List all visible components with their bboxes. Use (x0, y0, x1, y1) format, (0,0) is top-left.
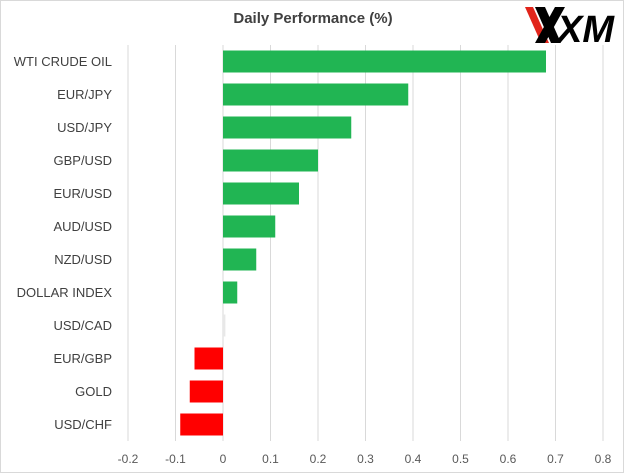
bar-2 (223, 116, 352, 139)
category-label-4: EUR/USD (53, 186, 112, 201)
xm-logo: XM (525, 7, 615, 49)
bar-6 (223, 248, 257, 271)
bar-7 (223, 281, 238, 304)
category-label-6: NZD/USD (54, 252, 112, 267)
category-label-0: WTI CRUDE OIL (14, 54, 112, 69)
x-tick-label-10: 0.8 (595, 452, 612, 466)
x-tick-label-1: -0.1 (165, 452, 186, 466)
bar-1 (223, 83, 409, 106)
bar-9 (194, 347, 223, 370)
x-tick-label-7: 0.5 (452, 452, 469, 466)
category-label-7: DOLLAR INDEX (17, 285, 113, 300)
bar-10 (189, 380, 223, 403)
bar-5 (223, 215, 276, 238)
x-tick-label-5: 0.3 (357, 452, 374, 466)
category-label-8: USD/CAD (53, 318, 112, 333)
category-label-5: AUD/USD (53, 219, 112, 234)
bar-3 (223, 149, 318, 172)
logo-x-stroke-b (535, 7, 565, 43)
chart-title: Daily Performance (%) (233, 10, 393, 27)
x-tick-label-2: 0 (220, 452, 227, 466)
x-tick-label-9: 0.7 (547, 452, 564, 466)
category-label-2: USD/JPY (57, 120, 112, 135)
category-label-3: GBP/USD (53, 153, 112, 168)
x-tick-label-8: 0.6 (500, 452, 517, 466)
x-tick-label-3: 0.1 (262, 452, 279, 466)
x-tick-label-4: 0.2 (310, 452, 327, 466)
logo-text: XM (555, 9, 615, 49)
bar-11 (180, 413, 223, 436)
bar-8 (223, 314, 226, 337)
x-tick-label-6: 0.4 (405, 452, 422, 466)
bar-4 (223, 182, 299, 205)
bar-0 (223, 50, 546, 73)
category-label-9: EUR/GBP (53, 351, 112, 366)
category-label-1: EUR/JPY (57, 87, 112, 102)
category-label-11: USD/CHF (54, 417, 112, 432)
x-tick-label-0: -0.2 (118, 452, 139, 466)
category-label-10: GOLD (75, 384, 112, 399)
